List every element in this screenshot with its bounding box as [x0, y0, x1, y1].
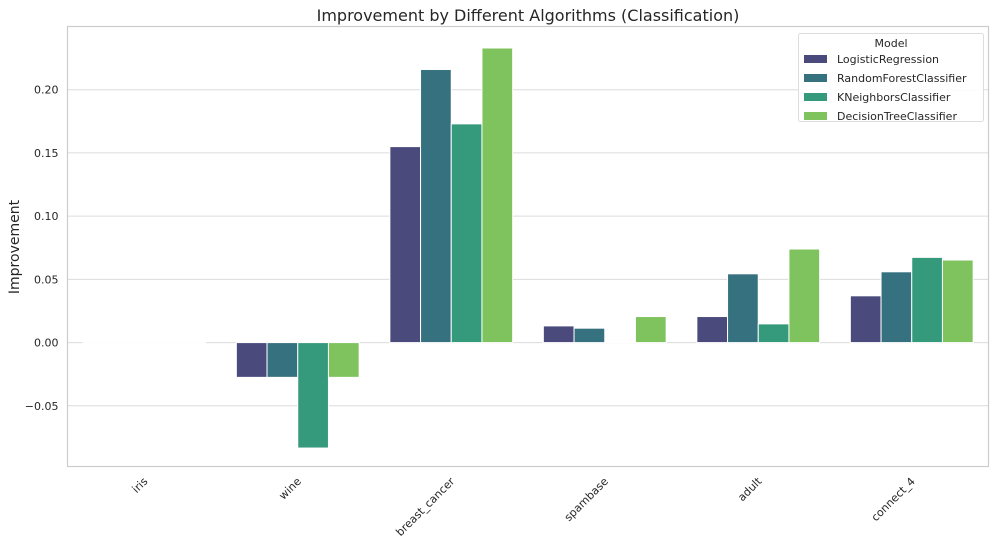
- chart-title: Improvement by Different Algorithms (Cla…: [317, 6, 740, 25]
- x-tick-label: breast_cancer: [393, 475, 457, 539]
- bar-logisticregression-spambase: [542, 325, 575, 344]
- bar-kneighborsclassifier-wine: [297, 342, 329, 449]
- legend-frame: [798, 33, 984, 122]
- legend-swatch: [804, 93, 827, 101]
- y-tick-label: 0.20: [34, 84, 59, 97]
- bar-logisticregression-adult: [696, 316, 729, 344]
- y-tick-label: 0.15: [34, 147, 59, 160]
- legend-label: DecisionTreeClassifier: [837, 110, 957, 123]
- y-tick-label: 0.10: [34, 210, 59, 223]
- legend-title: Model: [874, 37, 907, 50]
- plot-frame: [66, 25, 990, 468]
- y-tick-label: −0.05: [25, 400, 59, 413]
- bar-kneighborsclassifier-connect_4: [911, 256, 943, 344]
- legend: Model LogisticRegression RandomForestClas…: [798, 33, 984, 123]
- bar-logisticregression-connect_4: [849, 295, 882, 344]
- bar-kneighborsclassifier-adult: [757, 323, 790, 344]
- bar-randomforestclassifier-iris: [113, 342, 145, 344]
- y-tick-label: 0.05: [34, 273, 59, 286]
- bar-decisiontreeclassifier-iris: [174, 342, 207, 344]
- bar-logisticregression-wine: [235, 342, 268, 378]
- bar-randomforestclassifier-adult: [727, 273, 759, 344]
- bar-decisiontreeclassifier-wine: [327, 342, 360, 378]
- bar-logisticregression-breast_cancer: [389, 146, 422, 344]
- legend-label: RandomForestClassifier: [837, 72, 967, 85]
- bar-randomforestclassifier-wine: [266, 342, 299, 378]
- bar-decisiontreeclassifier-connect_4: [941, 259, 974, 344]
- bar-decisiontreeclassifier-spambase: [634, 316, 667, 344]
- x-tick-label: adult: [735, 474, 765, 504]
- x-tick-label: connect_4: [869, 475, 918, 524]
- bar-kneighborsclassifier-breast_cancer: [450, 123, 483, 344]
- bar-randomforestclassifier-spambase: [573, 327, 606, 344]
- legend-swatch: [804, 112, 827, 120]
- x-tick-label: iris: [130, 475, 151, 496]
- bar-decisiontreeclassifier-adult: [788, 248, 821, 344]
- x-tick-label: spambase: [562, 475, 611, 524]
- bar-kneighborsclassifier-spambase: [604, 341, 636, 344]
- bar-randomforestclassifier-connect_4: [880, 271, 913, 344]
- legend-swatch: [804, 55, 827, 63]
- legend-swatch: [804, 74, 827, 82]
- y-tick-label: 0.00: [34, 337, 59, 350]
- x-tick-label: wine: [276, 475, 304, 503]
- bar-randomforestclassifier-breast_cancer: [420, 68, 452, 344]
- bar-kneighborsclassifier-iris: [143, 342, 176, 344]
- y-axis-label: Improvement: [7, 199, 23, 294]
- bar-decisiontreeclassifier-breast_cancer: [481, 47, 514, 344]
- legend-label: KNeighborsClassifier: [837, 91, 951, 104]
- bar-logisticregression-iris: [82, 342, 115, 344]
- legend-label: LogisticRegression: [837, 53, 939, 66]
